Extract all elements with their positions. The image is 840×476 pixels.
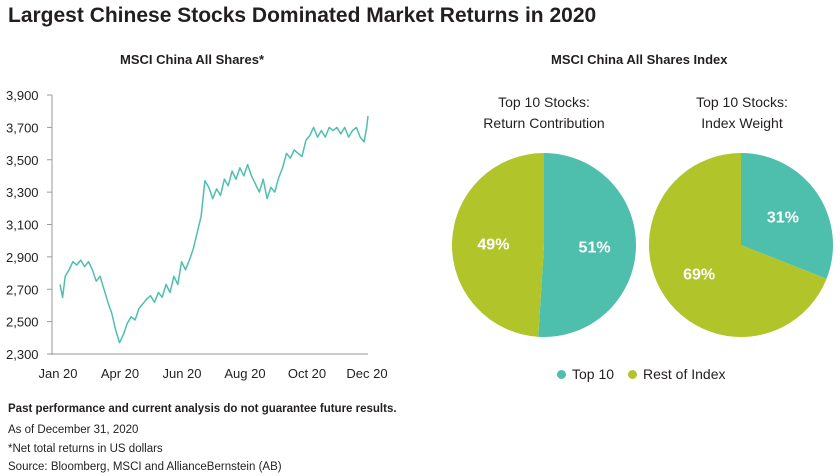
source: Source: Bloomberg, MSCI and AllianceBern… [8, 461, 282, 473]
x-tick-label: Jun 20 [162, 366, 201, 381]
pie1-label-rest: 49% [477, 236, 509, 253]
pie1-slice-top10 [538, 153, 637, 338]
y-tick-label: 3,300 [6, 185, 39, 200]
disclaimer: Past performance and current analysis do… [8, 403, 397, 415]
pie2-slice-top10 [741, 153, 833, 279]
pie2-slice-rest [649, 153, 827, 338]
pie2-title-line2: Index Weight [701, 115, 783, 131]
legend-item-top10: Top 10 [557, 366, 614, 382]
chart-canvas: 2,300 2,500 2,700 2,900 3,100 3,300 3,500 3,700… [6, 88, 833, 381]
pie2-title: Top 10 Stocks: Index Weight [662, 92, 822, 134]
y-tick-label: 2,700 [6, 282, 39, 297]
y-tick-label: 3,700 [6, 120, 39, 135]
pie2-label-top10: 31% [767, 210, 799, 227]
y-tick-label: 2,900 [6, 250, 39, 265]
legend-swatch-rest [628, 369, 637, 379]
y-tick-label: 2,300 [6, 347, 39, 362]
pie1-title-line2: Return Contribution [483, 115, 605, 131]
legend-swatch-top10 [557, 369, 566, 379]
pie2-label-rest: 69% [683, 266, 715, 283]
pie1-title-line1: Top 10 Stocks: [498, 94, 590, 110]
legend-label-rest: Rest of Index [643, 366, 726, 382]
y-tick-label: 3,900 [6, 88, 39, 103]
legend-item-rest: Rest of Index [628, 366, 726, 382]
x-tick-label: Jan 20 [38, 366, 77, 381]
x-tick-label: Aug 20 [224, 366, 265, 381]
as-of-date: As of December 31, 2020 [8, 424, 139, 436]
x-tick-label: Dec 20 [346, 366, 387, 381]
chart-title: Largest Chinese Stocks Dominated Market … [8, 4, 597, 27]
x-tick-label: Apr 20 [101, 366, 139, 381]
pie1-title: Top 10 Stocks: Return Contribution [464, 92, 624, 134]
line-chart-title: MSCI China All Shares* [120, 52, 264, 67]
x-tick-label: Oct 20 [288, 366, 326, 381]
y-tick-label: 3,100 [6, 218, 39, 233]
line-series [59, 115, 369, 344]
pie2-title-line1: Top 10 Stocks: [696, 94, 788, 110]
pie1-slice-rest [452, 153, 544, 337]
pie-group-title: MSCI China All Shares Index [551, 52, 728, 67]
y-tick-label: 2,500 [6, 315, 39, 330]
pie1-label-top10: 51% [579, 240, 611, 257]
footnote: *Net total returns in US dollars [8, 443, 163, 455]
y-tick-label: 3,500 [6, 153, 39, 168]
legend-label-top10: Top 10 [572, 366, 615, 382]
